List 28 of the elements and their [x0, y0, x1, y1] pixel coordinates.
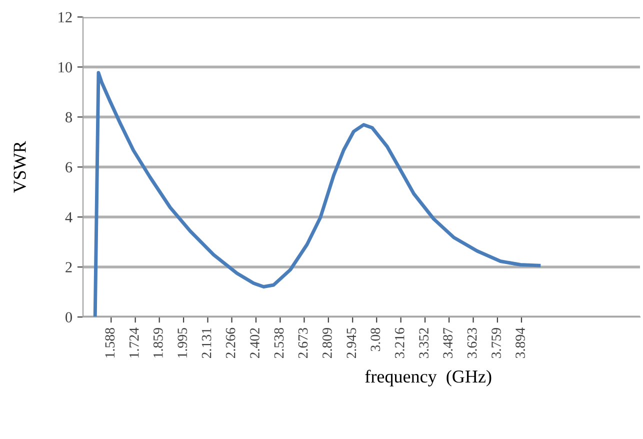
x-tick-label: 3.216 [394, 328, 404, 358]
x-tick-label: 3.894 [516, 328, 526, 358]
x-tick-label: 1.588 [105, 328, 115, 358]
x-tick-label: 2.945 [346, 328, 356, 358]
y-axis-title: VSWR [14, 140, 26, 193]
x-tick-label: 2.402 [250, 328, 260, 358]
y-tick-label: 0 [66, 312, 72, 322]
y-tick-label: 4 [65, 212, 72, 222]
line-series [93, 71, 541, 317]
y-tick-label: 10 [58, 62, 72, 72]
x-tick-label: 2.809 [322, 328, 332, 358]
y-tick-label: 6 [66, 162, 72, 172]
x-tick-label: 2.131 [202, 328, 212, 358]
x-tick-label: 2.673 [298, 328, 308, 358]
y-tick-label: 8 [66, 112, 72, 122]
x-tick-label: 1.859 [153, 328, 163, 358]
x-tick-label: 1.995 [178, 328, 188, 358]
y-tick-label: 12 [58, 12, 72, 22]
y-tick-label: 2 [66, 262, 72, 272]
x-tick-label: 3.08 [370, 328, 380, 352]
x-tick-label: 3.623 [467, 328, 477, 358]
x-axis-title: frequency (GHz) [365, 370, 492, 386]
x-tick-label: 1.724 [129, 328, 139, 358]
x-tick-label: 3.759 [492, 328, 501, 358]
x-tick-label: 3.487 [443, 328, 453, 358]
x-tick-label: 2.538 [274, 328, 284, 358]
x-tick-label: 2.266 [226, 328, 236, 358]
x-tick-label: 3.352 [419, 328, 429, 358]
